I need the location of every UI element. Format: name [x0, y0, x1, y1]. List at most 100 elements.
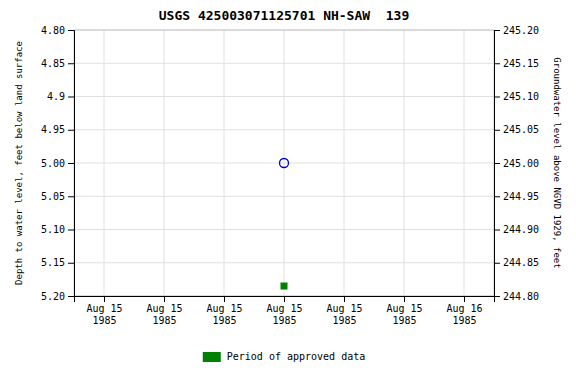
tick-mark [494, 163, 500, 164]
plot-frame [74, 30, 494, 296]
x-tick-label: Aug 151985 [86, 303, 122, 326]
y2-tick: 244.90 [494, 224, 539, 235]
x-tick-label: Aug 161985 [446, 303, 482, 326]
y2-axis-label: Groundwater level above NGVD 1929, feet [552, 57, 562, 268]
marks [280, 159, 289, 290]
tick-mark [494, 230, 500, 231]
tick-mark [68, 196, 74, 197]
tick-mark [224, 296, 225, 302]
y2-tick-label: 245.00 [503, 158, 539, 169]
tick-mark [344, 296, 345, 302]
series [280, 159, 289, 168]
y2-tick: 245.20 [494, 25, 539, 36]
x-tick-label-line: 1985 [332, 315, 356, 326]
axis-line [495, 31, 501, 297]
y-tick: 4.85 [41, 58, 74, 69]
x-tick: Aug 151985 [266, 296, 302, 326]
y-tick: 4.95 [41, 124, 74, 135]
y2-tick: 245.10 [494, 91, 539, 102]
y-tick: 5.10 [41, 224, 74, 235]
y-tick: 5.00 [41, 158, 74, 169]
x-tick-label: Aug 151985 [326, 303, 362, 326]
y-axis: 4.804.854.94.955.005.055.105.155.20 [41, 25, 75, 302]
x-tick: Aug 151985 [326, 296, 362, 326]
y-tick: 4.80 [41, 25, 74, 36]
tick-mark [494, 63, 500, 64]
x-tick-label: Aug 151985 [386, 303, 422, 326]
x-tick-label-line: Aug 15 [86, 303, 122, 314]
y2-tick: 244.85 [494, 257, 539, 268]
grid-line [344, 30, 345, 296]
tick-mark [104, 296, 105, 302]
x-tick-label-line: 1985 [92, 315, 116, 326]
y-tick-label: 4.85 [41, 58, 65, 69]
y2-tick: 245.15 [494, 58, 539, 69]
x-tick-label-line: 1985 [392, 315, 416, 326]
plot: Aug 151985Aug 151985Aug 151985Aug 151985… [41, 25, 539, 326]
title: USGS 425003071125701 NH-SAW 139 [159, 8, 409, 23]
y-tick-label: 5.10 [41, 224, 65, 235]
y-tick-label: 4.80 [41, 25, 65, 36]
y2-tick-label: 245.10 [503, 91, 539, 102]
y2-tick-label: 245.20 [503, 25, 539, 36]
tick-mark [68, 30, 74, 31]
axis-line [68, 31, 75, 297]
tick-mark [68, 230, 74, 231]
legend: Period of approved data [203, 351, 365, 362]
tick-mark [68, 263, 74, 264]
y-axis-label: Depth to water level, feet below land su… [14, 41, 24, 285]
tick-mark [494, 130, 500, 131]
grid-line [404, 30, 405, 296]
tick-mark [494, 30, 500, 31]
tick-mark [404, 296, 405, 302]
tick-mark [164, 296, 165, 302]
x-tick: Aug 151985 [386, 296, 422, 326]
y-tick-label: 4.95 [41, 124, 65, 135]
tick-mark [494, 196, 500, 197]
x-tick: Aug 151985 [86, 296, 122, 326]
legend-item: Period of approved data [203, 351, 365, 362]
x-tick-label-line: Aug 15 [146, 303, 182, 314]
x-tick: Aug 151985 [206, 296, 242, 326]
point [280, 159, 289, 168]
x-tick-label-line: 1985 [272, 315, 296, 326]
grid-line [464, 30, 465, 296]
x-tick-label-line: Aug 15 [386, 303, 422, 314]
y-tick-label: 5.00 [41, 158, 65, 169]
tick-mark [68, 130, 74, 131]
y-tick: 4.9 [47, 91, 74, 102]
x-tick-label-line: Aug 15 [326, 303, 362, 314]
axis-line [75, 297, 495, 303]
y-tick-label: 5.20 [41, 291, 65, 302]
y2-tick-label: 244.95 [503, 191, 539, 202]
x-tick-label-line: Aug 15 [266, 303, 302, 314]
y-tick: 5.15 [41, 257, 74, 268]
x-tick: Aug 151985 [146, 296, 182, 326]
x-tick-label-line: 1985 [212, 315, 236, 326]
grid [74, 30, 494, 296]
tick-mark [68, 163, 74, 164]
y2-tick: 245.05 [494, 124, 539, 135]
y2-tick: 245.00 [494, 158, 539, 169]
x-axis: Aug 151985Aug 151985Aug 151985Aug 151985… [75, 296, 495, 326]
tick-mark [464, 296, 465, 302]
tick-mark [494, 97, 500, 98]
tick-mark [68, 97, 74, 98]
y2-axis: 245.20 245.15 245.10 245.05 245.00 244.95 244.… [494, 25, 539, 302]
y-tick-label: 4.9 [47, 91, 65, 102]
legend-label: Period of approved data [227, 351, 365, 362]
y2-tick-label: 244.90 [503, 224, 539, 235]
grid-line [164, 30, 165, 296]
x-tick-label: Aug 151985 [266, 303, 302, 326]
grid-line [284, 30, 285, 296]
y2-tick: 244.95 [494, 191, 539, 202]
y2-tick: 244.80 [494, 291, 539, 302]
y2-tick-label: 245.15 [503, 58, 539, 69]
x-tick-label: Aug 151985 [146, 303, 182, 326]
tick-mark [68, 296, 74, 297]
point [281, 283, 288, 290]
y-tick: 5.20 [41, 291, 74, 302]
y2-tick-label: 244.85 [503, 257, 539, 268]
x-tick-label-line: 1985 [452, 315, 476, 326]
y-tick-label: 5.15 [41, 257, 65, 268]
